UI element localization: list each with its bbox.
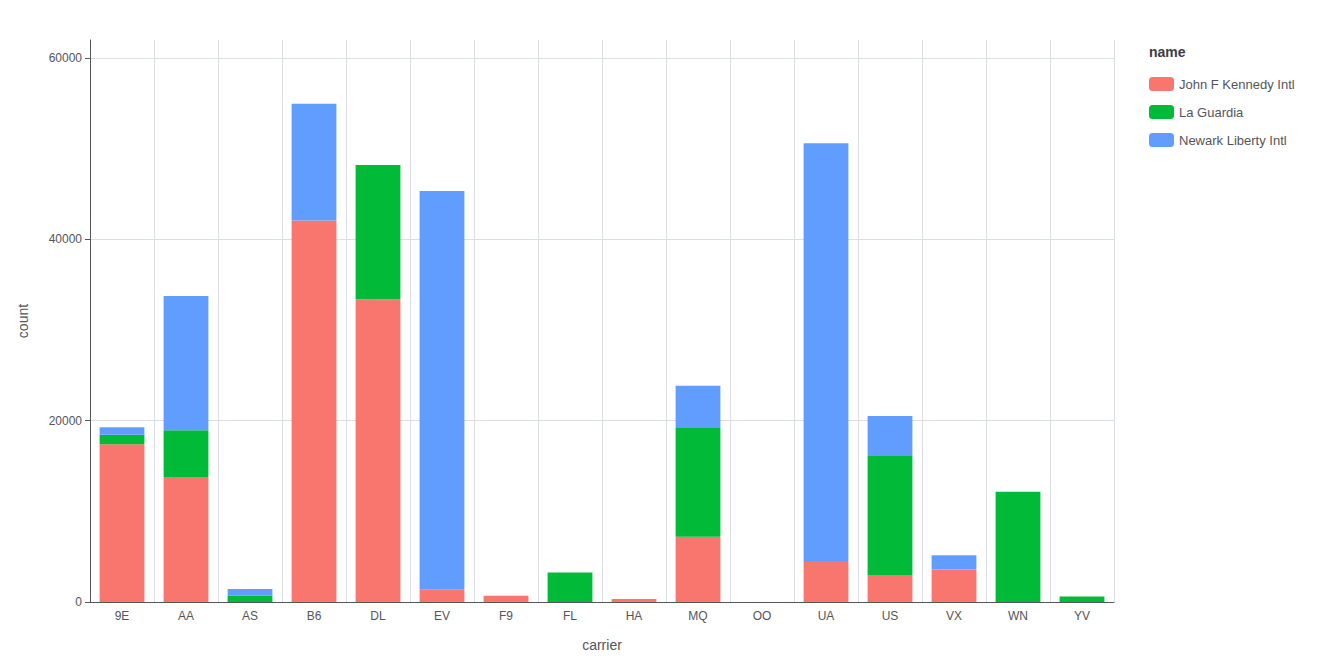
svg-text:carrier: carrier [582,637,622,653]
svg-text:20000: 20000 [49,414,83,428]
svg-text:0: 0 [75,595,82,609]
svg-text:FL: FL [563,609,577,623]
svg-text:DL: DL [370,609,386,623]
svg-text:John F Kennedy Intl: John F Kennedy Intl [1179,77,1295,92]
svg-text:F9: F9 [499,609,513,623]
svg-text:WN: WN [1008,609,1028,623]
svg-text:OO: OO [753,609,772,623]
svg-text:count: count [15,304,31,338]
svg-text:UA: UA [818,609,835,623]
svg-text:AA: AA [178,609,194,623]
svg-text:YV: YV [1074,609,1090,623]
svg-text:60000: 60000 [49,51,83,65]
svg-text:MQ: MQ [688,609,707,623]
svg-text:name: name [1149,44,1186,60]
svg-text:EV: EV [434,609,450,623]
svg-text:B6: B6 [307,609,322,623]
svg-text:9E: 9E [115,609,130,623]
svg-text:VX: VX [946,609,962,623]
svg-text:HA: HA [626,609,643,623]
svg-text:La Guardia: La Guardia [1179,105,1244,120]
svg-text:Newark Liberty Intl: Newark Liberty Intl [1179,133,1287,148]
svg-text:US: US [882,609,899,623]
svg-text:AS: AS [242,609,258,623]
svg-text:40000: 40000 [49,232,83,246]
